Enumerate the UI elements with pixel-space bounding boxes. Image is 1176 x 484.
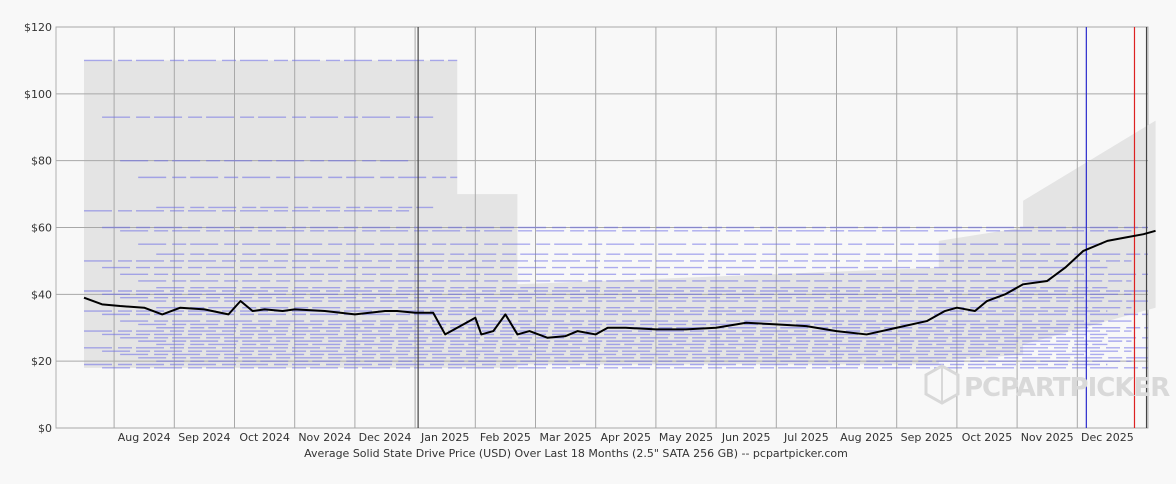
x-tick-label: Dec 2025 (1081, 431, 1134, 444)
x-axis-ticks: Aug 2024 Sep 2024 Oct 2024 Nov 2024 Dec 2024… (118, 431, 1134, 444)
y-tick-label: $120 (24, 21, 52, 34)
x-tick-label: Jan 2025 (420, 431, 469, 444)
series-layer (83, 229, 1156, 339)
x-tick-label: Nov 2025 (1021, 431, 1074, 444)
x-tick-label: Aug 2024 (118, 431, 171, 444)
y-tick-label: $80 (31, 155, 52, 168)
product-price-lines (84, 59, 1148, 369)
x-tick-label: Mar 2025 (539, 431, 591, 444)
x-tick-label: Oct 2025 (962, 431, 1013, 444)
y-tick-label: $0 (38, 422, 52, 435)
y-tick-label: $40 (31, 288, 52, 301)
x-tick-label: Jul 2025 (783, 431, 829, 444)
x-tick-label: Nov 2024 (298, 431, 351, 444)
x-tick-label: Aug 2025 (840, 431, 893, 444)
x-tick-label: May 2025 (659, 431, 713, 444)
watermark: PCPARTPICKER (924, 364, 1171, 405)
x-tick-label: Sep 2025 (901, 431, 953, 444)
y-axis-ticks: $0 $20 $40 $60 $80 $100 $120 (24, 21, 52, 435)
y-tick-label: $100 (24, 88, 52, 101)
x-tick-label: Dec 2024 (359, 431, 412, 444)
event-markers (417, 27, 1148, 428)
x-tick-label: Sep 2024 (178, 431, 230, 444)
y-tick-label: $20 (31, 355, 52, 368)
watermark-text: PCPARTPICKER (964, 373, 1170, 403)
x-tick-label: Jun 2025 (721, 431, 771, 444)
watermark-logo-icon (924, 364, 960, 405)
x-tick-label: Oct 2024 (239, 431, 290, 444)
x-tick-label: Feb 2025 (480, 431, 531, 444)
average-price-line (83, 229, 1156, 339)
y-tick-label: $60 (31, 222, 52, 235)
chart-title: Average Solid State Drive Price (USD) Ov… (304, 447, 848, 460)
x-tick-label: Apr 2025 (601, 431, 652, 444)
